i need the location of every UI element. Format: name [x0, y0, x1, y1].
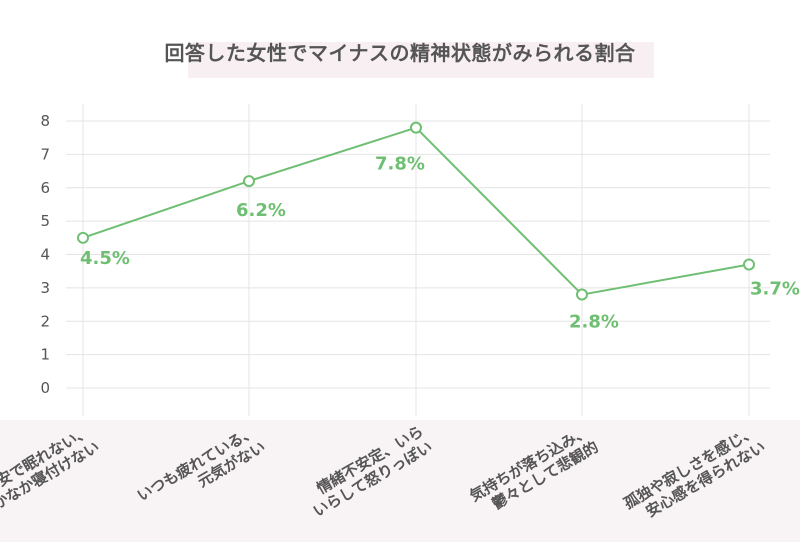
x-tick-label: 気持ちが落ち込み、鬱々として悲観的 [467, 422, 602, 513]
data-point [410, 121, 422, 134]
y-tick-label: 5 [40, 212, 50, 230]
y-tick-label: 7 [40, 145, 50, 163]
y-tick-label: 0 [40, 379, 50, 397]
title-highlight [188, 42, 654, 78]
data-point [77, 231, 89, 244]
data-label: 4.5% [80, 248, 130, 269]
y-tick-label: 8 [40, 112, 50, 130]
chart-title: 回答した女性でマイナスの精神状態がみられる割合 [164, 41, 636, 65]
y-tick-label: 1 [40, 346, 50, 364]
x-tick-label: いつも疲れている、元気がない [134, 422, 269, 505]
y-tick-label: 2 [40, 312, 50, 330]
y-tick-label: 3 [40, 279, 50, 297]
data-label: 6.2% [236, 200, 286, 221]
y-tick-label: 6 [40, 179, 50, 197]
data-label: 7.8% [375, 154, 425, 175]
x-tick-label: 孤独や寂しさを感じ、安心感を得られない [621, 422, 769, 521]
category-band [0, 420, 800, 542]
x-tick-label: 不安で眠れない、なかなか寝付けない [0, 422, 103, 521]
data-label: 3.7% [750, 279, 800, 300]
y-tick-label: 4 [40, 246, 50, 264]
data-point [243, 175, 255, 188]
data-point [576, 288, 588, 301]
data-point [743, 258, 755, 271]
data-label: 2.8% [569, 312, 619, 333]
